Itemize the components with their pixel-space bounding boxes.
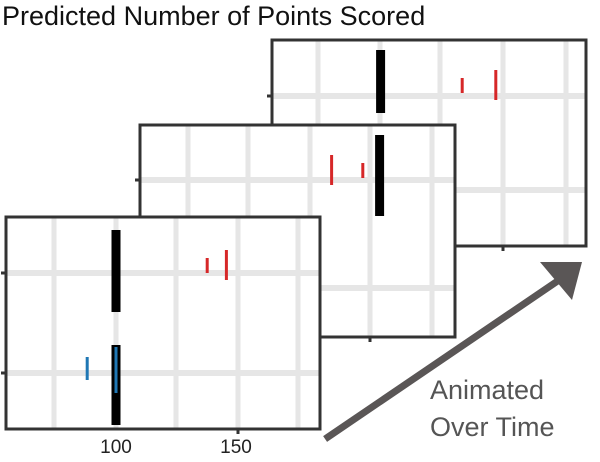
frame-front	[1, 215, 322, 434]
time-arrow-shaft	[323, 271, 570, 442]
time-arrow-head	[540, 262, 582, 300]
animation-caption: Animated Over Time	[430, 372, 600, 446]
caption-line-2: Over Time	[430, 412, 555, 442]
time-arrow	[323, 262, 582, 442]
chart-title: Predicted Number of Points Scored	[2, 1, 426, 31]
x-tick-label: 100	[100, 437, 132, 458]
frame-border	[4, 215, 322, 431]
frame-background	[6, 217, 320, 429]
x-tick-label: 150	[220, 437, 252, 458]
caption-line-1: Animated	[430, 375, 545, 405]
